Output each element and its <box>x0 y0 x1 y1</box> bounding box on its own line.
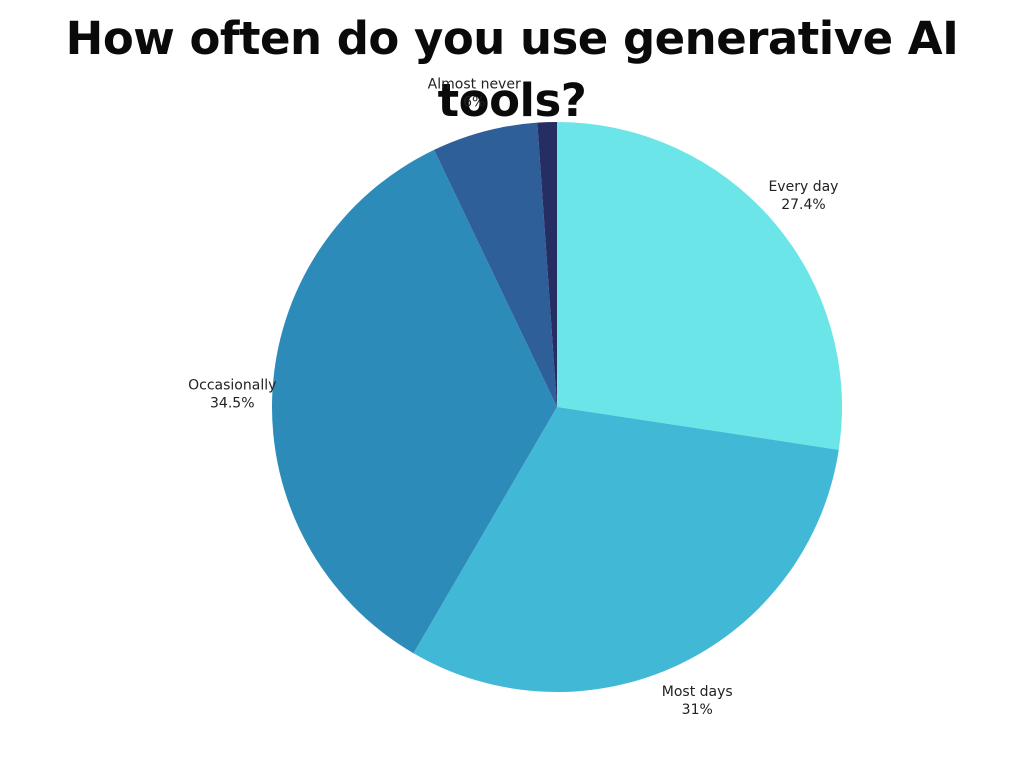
pie-labels: Every day 27.4% Most days 31% Occasionally 34… <box>188 77 838 718</box>
pie-slices <box>272 122 842 693</box>
pie-slice-most-days <box>413 407 839 693</box>
slice-label-occasionally: Occasionally <box>188 378 276 394</box>
pie-slice-every-day <box>557 122 842 450</box>
slice-label-most-days: Most days <box>662 684 733 700</box>
slice-value-occasionally: 34.5% <box>210 396 254 412</box>
slice-value-every-day: 27.4% <box>781 197 825 213</box>
pie-slice-occasionally <box>272 149 557 654</box>
slice-label-every-day: Every day <box>768 179 838 195</box>
slice-value-almost-never: 6% <box>463 95 485 111</box>
slice-label-almost-never: Almost never <box>428 77 521 93</box>
slice-value-most-days: 31% <box>682 702 713 718</box>
chart-title: How often do you use generative AI tools… <box>65 12 959 127</box>
pie-slice-unlabeled-4 <box>537 122 557 407</box>
pie-slice-almost-never <box>434 122 557 408</box>
